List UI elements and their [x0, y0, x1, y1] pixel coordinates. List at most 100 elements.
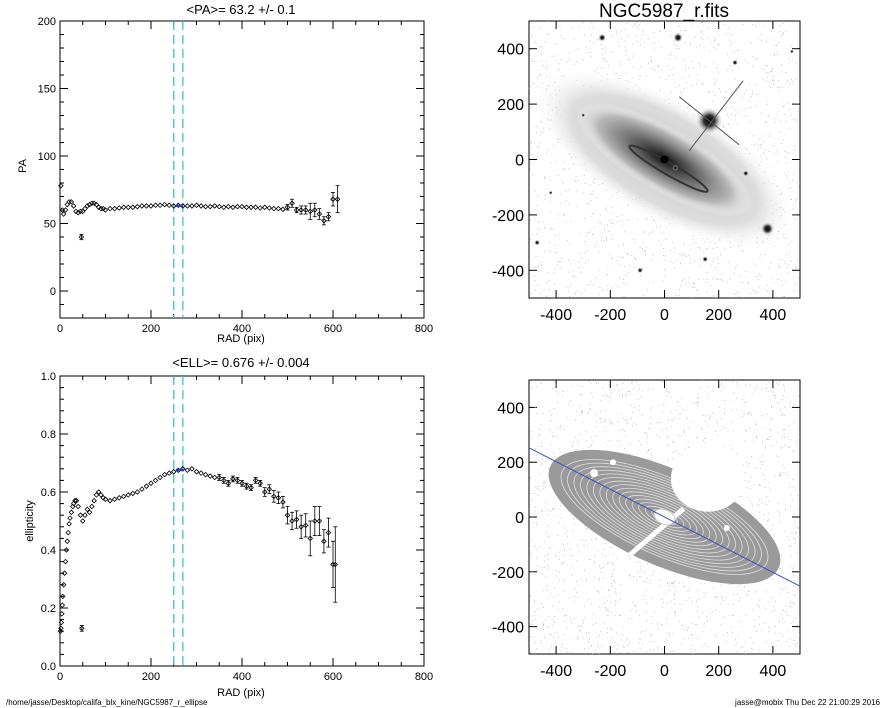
pa-plot-title: <PA>= 63.2 +/- 0.1: [187, 2, 296, 17]
pa-data-point: [89, 200, 95, 207]
ell-data-point: [66, 521, 72, 527]
iso-layer: [529, 380, 800, 654]
iso-xtick-label: -200: [594, 663, 626, 680]
ell-data-point: [198, 470, 204, 476]
ell-xtick-label: 800: [415, 671, 433, 683]
iso-ytick-label: 0: [515, 510, 524, 527]
img-ytick-label: -400: [492, 263, 524, 280]
ell-data-point: [75, 503, 81, 510]
pa-ytick-label: 150: [38, 84, 56, 96]
ell-data-point: [60, 582, 67, 588]
iso-masked-star: [670, 445, 745, 512]
ell-data-point: [266, 486, 273, 492]
img-xtick-label: 400: [760, 307, 787, 324]
pa-data-point: [79, 208, 86, 215]
ell-data-point: [70, 500, 77, 507]
ell-y-axis-label: ellipticity: [24, 500, 36, 542]
ell-data-point: [143, 483, 150, 489]
pa-xtick-label: 800: [415, 323, 433, 335]
pa-ytick-label: 0: [50, 286, 56, 298]
pa-data-point: [307, 208, 314, 215]
ell-data-point: [100, 495, 106, 501]
ell-xtick-label: 0: [57, 671, 63, 683]
ell-data-point: [316, 518, 323, 524]
pa-data-point: [75, 209, 81, 216]
ell-data-point: [95, 489, 102, 495]
pa-data-point: [102, 207, 109, 213]
ell-data-point: [161, 471, 168, 478]
pa-data-point: [216, 203, 223, 210]
img-dust-lane: [628, 144, 709, 193]
ell-data-point: [59, 602, 66, 608]
pa-data-point: [211, 203, 218, 209]
ell-data-point: [130, 490, 136, 497]
img-ytick-label: 400: [497, 42, 524, 59]
ell-data-point: [280, 499, 286, 505]
pa-data-point: [130, 204, 136, 211]
pa-data-point: [221, 204, 227, 211]
ell-data-point: [157, 474, 163, 481]
ell-data-point: [284, 512, 291, 518]
footer-path: /home/jasse/Desktop/califa_blx_kine/NGC5…: [6, 698, 208, 707]
pa-data-point: [82, 205, 88, 212]
ell-data-point: [69, 503, 76, 510]
ell-data-point: [230, 476, 236, 482]
pa-xtick-label: 200: [142, 323, 160, 335]
ell-data-point: [111, 496, 118, 503]
ell-data-point: [64, 538, 71, 545]
pa-data-point: [248, 204, 254, 211]
pa-data-point: [107, 205, 113, 212]
ell-data-point: [243, 483, 250, 489]
pa-data-point: [257, 205, 263, 211]
pa-data-point: [64, 201, 71, 208]
img-ytick-label: 0: [515, 153, 524, 170]
ell-data-point: [289, 518, 295, 524]
ell-data-point: [67, 515, 73, 521]
ell-x-axis-label: RAD (pix): [217, 687, 265, 699]
pa-data-point: [111, 205, 118, 212]
pa-data-point: [139, 203, 145, 209]
ell-data-point: [248, 484, 254, 491]
iso-ytick-label: 400: [497, 400, 524, 417]
ell-data-point: [321, 538, 327, 545]
ell-data-point: [275, 495, 282, 501]
ell-data-point: [139, 486, 145, 492]
pa-data-point: [100, 205, 106, 212]
ell-data-point: [170, 468, 177, 475]
ell-data-point: [79, 625, 85, 632]
pa-data-point: [86, 201, 93, 208]
pa-data-point: [198, 203, 204, 209]
iso-xtick-label: 0: [660, 663, 669, 680]
img-field-star: [731, 59, 738, 66]
ell-data-point: [252, 477, 259, 484]
img-field-star: [789, 49, 794, 54]
ell-data-point: [120, 493, 127, 500]
img-xtick-label: -400: [540, 307, 572, 324]
ell-data-point: [302, 522, 309, 529]
img-star-spike: [688, 80, 744, 152]
pa-data-point: [243, 204, 250, 211]
ell-data-point: [98, 492, 104, 498]
pa-xtick-label: 600: [324, 323, 342, 335]
ell-data-point: [63, 547, 70, 553]
ell-data-point: [211, 474, 218, 481]
pa-data-point: [289, 200, 295, 207]
img-xtick-label: -200: [594, 307, 626, 324]
ell-xtick-label: 400: [233, 671, 251, 683]
pa-data-point: [95, 204, 102, 211]
img-field-star: [598, 33, 607, 42]
pa-data-point: [78, 234, 85, 240]
pa-ytick-label: 200: [38, 16, 56, 28]
pa-data-point: [116, 205, 122, 211]
ell-data-point: [234, 477, 241, 484]
pa-data-point: [125, 204, 132, 211]
ell-data-point: [307, 535, 314, 542]
ell-data-point: [239, 480, 245, 487]
ell-data-point: [62, 558, 69, 565]
pa-data-point: [207, 203, 213, 210]
iso-mask-hole: [590, 469, 599, 478]
ell-data-point: [107, 497, 113, 504]
ell-data-point: [225, 480, 232, 487]
img-field-star: [742, 170, 749, 177]
img-ytick-label: -200: [492, 208, 524, 225]
